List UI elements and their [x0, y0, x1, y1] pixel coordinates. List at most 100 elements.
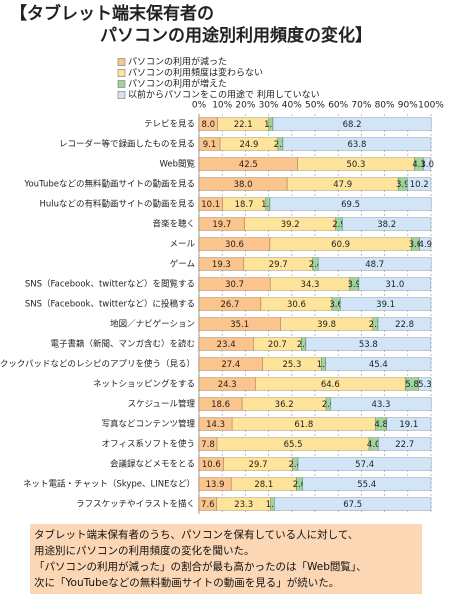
data-label: 18.6 [211, 400, 230, 410]
data-label: 28.1 [254, 480, 273, 490]
data-label: 63.8 [348, 140, 367, 150]
y-tick-label: メール [169, 240, 195, 250]
data-label: 18.7 [235, 200, 254, 210]
data-label: 29.7 [249, 460, 268, 470]
x-tick-label: 80% [375, 101, 395, 111]
data-label: 31.0 [385, 280, 404, 290]
chart-title: パソコンの用途別利用頻度の変化】 [100, 25, 372, 46]
x-tick-label: 70% [351, 101, 371, 111]
bar-segment [330, 397, 432, 411]
data-label: 61.8 [294, 420, 313, 430]
data-label: 14.3 [206, 420, 225, 430]
data-label: 39.8 [317, 320, 336, 330]
data-label: 7.6 [201, 500, 215, 510]
legend-label: パソコンの利用が減った [128, 56, 227, 68]
data-label: 8.0 [202, 120, 216, 130]
data-label: 20.7 [268, 340, 287, 350]
note-box: タブレット端末保有者のうち、パソコンを保有している人に対して、 用途別にパソコン… [30, 524, 422, 594]
data-label: 48.7 [365, 260, 384, 270]
legend-swatch [117, 80, 126, 88]
data-label: 55.4 [357, 480, 376, 490]
x-tick-label: 60% [328, 101, 348, 111]
bar-segment [274, 497, 432, 511]
data-label: 10.1 [201, 200, 220, 210]
chart: 【タブレット端末保有者の パソコンの用途別利用頻度の変化】 パソコンの利用が減っ… [0, 3, 444, 514]
data-label: 24.3 [218, 380, 237, 390]
data-label: 38.2 [377, 220, 396, 230]
x-tick-label: 40% [282, 101, 302, 111]
y-tick-label: ラフスケッチやイラストを描く [76, 499, 195, 510]
data-label: 1.8 [261, 200, 275, 210]
note-line: 用途別にパソコンの利用頻度の変化を聞いた。 [34, 545, 255, 557]
x-tick-label: 50% [305, 101, 325, 111]
legend-swatch [117, 58, 126, 66]
data-label: 19.1 [399, 420, 418, 430]
y-tick-label: YouTubeなどの無料動画サイトの動画を見る [23, 179, 195, 190]
x-tick-label: 0% [192, 101, 207, 111]
bar-segment [358, 277, 432, 291]
legend-swatch [117, 91, 126, 99]
data-label: 34.3 [301, 280, 320, 290]
data-label: 68.2 [343, 120, 362, 130]
data-label: 4.0 [367, 440, 381, 450]
data-label: 30.6 [225, 240, 244, 250]
y-tick-label: SNS（Facebook、twitterなど）に投稿する [25, 299, 195, 310]
data-label: 19.7 [212, 220, 231, 230]
bar-segment [302, 477, 432, 491]
data-label: 65.5 [284, 440, 303, 450]
data-label: 2.3 [369, 320, 383, 330]
data-label: 22.7 [395, 440, 414, 450]
bar-segment [325, 357, 432, 371]
data-label: 1.6 [266, 500, 280, 510]
legend-swatch [117, 69, 126, 77]
bar-segment [386, 417, 432, 431]
data-label: 50.3 [346, 160, 365, 170]
y-tick-label: テレビを見る [144, 120, 195, 130]
data-label: 30.7 [225, 280, 244, 290]
chart-title: 【タブレット端末保有者の [10, 3, 214, 24]
x-tick-label: 90% [398, 101, 418, 111]
data-label: 2.4 [309, 260, 323, 270]
note-line: 次に「YouTubeなどの無料動画サイトの動画を見る」が続いた。 [34, 577, 340, 589]
data-label: 4.9 [419, 240, 433, 250]
data-label: 2.2 [274, 140, 288, 150]
x-tick-label: 30% [259, 101, 279, 111]
bar-segment [419, 237, 432, 251]
data-label: 2.4 [289, 460, 303, 470]
bar-segment [377, 317, 432, 331]
data-label: 5.3 [418, 380, 432, 390]
data-label: 39.1 [376, 300, 395, 310]
data-label: 38.0 [234, 180, 253, 190]
bar-segment [269, 197, 432, 211]
note-line: 「パソコンの利用が減った」の割合が最も高かったのは「Web閲覧」、 [34, 561, 367, 573]
data-label: 19.3 [212, 260, 231, 270]
y-tick-label: 写真などコンテンツ管理 [101, 419, 195, 430]
data-label: 23.3 [234, 500, 253, 510]
y-tick-label: オフィス系ソフトを使う [102, 439, 195, 450]
note-line: タブレット端末保有者のうち、パソコンを保有している人に対して、 [34, 529, 359, 541]
data-label: 2.9 [332, 220, 346, 230]
data-label: 5.8 [405, 380, 419, 390]
y-tick-label: ゲーム [170, 259, 195, 270]
y-tick-label: 音楽を聴く [152, 219, 195, 230]
data-label: 3.0 [421, 160, 435, 170]
data-label: 43.3 [372, 400, 391, 410]
data-label: 29.7 [269, 260, 288, 270]
bar-segment [282, 137, 432, 151]
bar-segment [418, 377, 432, 391]
data-label: 39.2 [281, 220, 300, 230]
data-label: 60.9 [331, 240, 350, 250]
data-label: 45.4 [369, 360, 388, 370]
data-label: 24.9 [240, 140, 259, 150]
y-tick-label: 会議録などメモをとる [110, 459, 195, 470]
data-label: 27.4 [221, 360, 240, 370]
data-label: 9.1 [203, 140, 217, 150]
data-label: 30.6 [287, 300, 306, 310]
data-label: 3.9 [348, 280, 362, 290]
bar-segment [317, 257, 432, 271]
data-label: 67.5 [343, 500, 362, 510]
data-label: 7.8 [201, 440, 215, 450]
legend-label: パソコンの利用頻度は変わらない [128, 67, 263, 79]
data-label: 13.9 [206, 480, 225, 490]
